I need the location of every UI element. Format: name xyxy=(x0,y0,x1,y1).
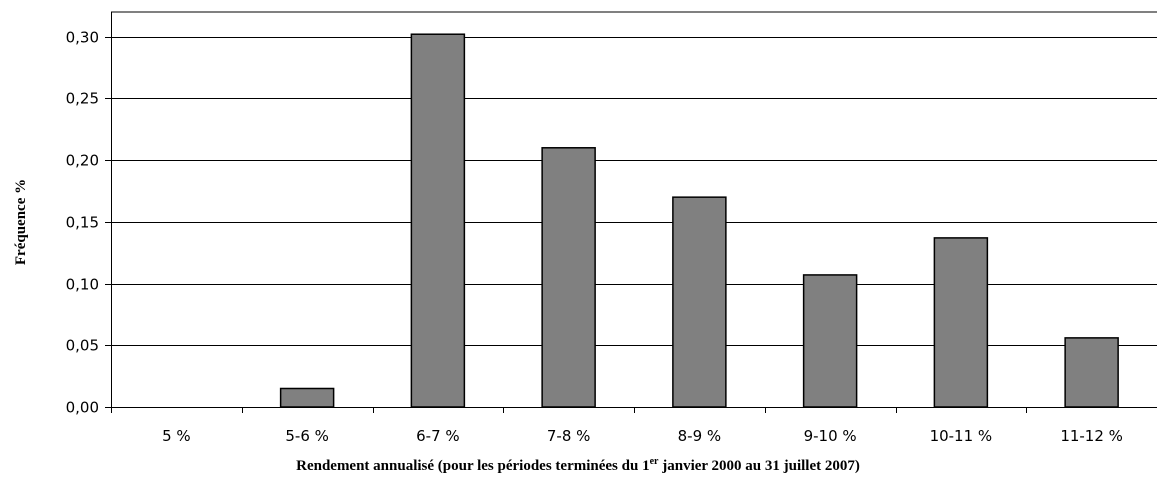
x-tick-label: 10-11 % xyxy=(930,427,993,445)
axes xyxy=(105,12,1157,413)
y-tick-label: 0,05 xyxy=(66,337,99,355)
x-tick-label: 9-10 % xyxy=(804,427,857,445)
gridlines xyxy=(111,37,1157,408)
bar xyxy=(933,237,989,408)
bar xyxy=(279,387,335,408)
bars xyxy=(279,33,1119,408)
x-tick-label: 7-8 % xyxy=(547,427,591,445)
y-tick-label: 0,30 xyxy=(66,29,99,47)
x-tick-label: 8-9 % xyxy=(678,427,722,445)
bar xyxy=(410,33,466,408)
x-tick-label: 6-7 % xyxy=(416,427,460,445)
x-axis-title-main: Rendement annualisé (pour les périodes t… xyxy=(296,458,649,474)
y-tick-label: 0,20 xyxy=(66,152,99,170)
x-axis-title: Rendement annualisé (pour les périodes t… xyxy=(296,456,860,474)
y-axis-title: Fréquence % xyxy=(13,179,29,265)
bar xyxy=(1064,337,1119,408)
x-tick-label: 5-6 % xyxy=(285,427,329,445)
y-tick-label: 0,15 xyxy=(66,214,99,232)
y-tick-labels: 0,00 0,05 0,10 0,15 0,20 0,25 0,30 xyxy=(66,29,99,417)
x-tick-labels: 5 % 5-6 % 6-7 % 7-8 % 8-9 % 9-10 % 10-11 % 11-1… xyxy=(162,427,1123,445)
x-axis-title-sup: er xyxy=(650,456,659,467)
y-tick-label: 0,00 xyxy=(66,399,99,417)
x-axis-title-rest: janvier 2000 au 31 juillet 2007) xyxy=(658,458,859,474)
bar xyxy=(802,274,858,408)
y-tick-label: 0,10 xyxy=(66,276,99,294)
x-tick-label: 5 % xyxy=(162,427,191,445)
bar xyxy=(672,196,727,408)
bar xyxy=(541,147,596,408)
x-tick-label: 11-12 % xyxy=(1060,427,1123,445)
y-tick-label: 0,25 xyxy=(66,90,99,108)
